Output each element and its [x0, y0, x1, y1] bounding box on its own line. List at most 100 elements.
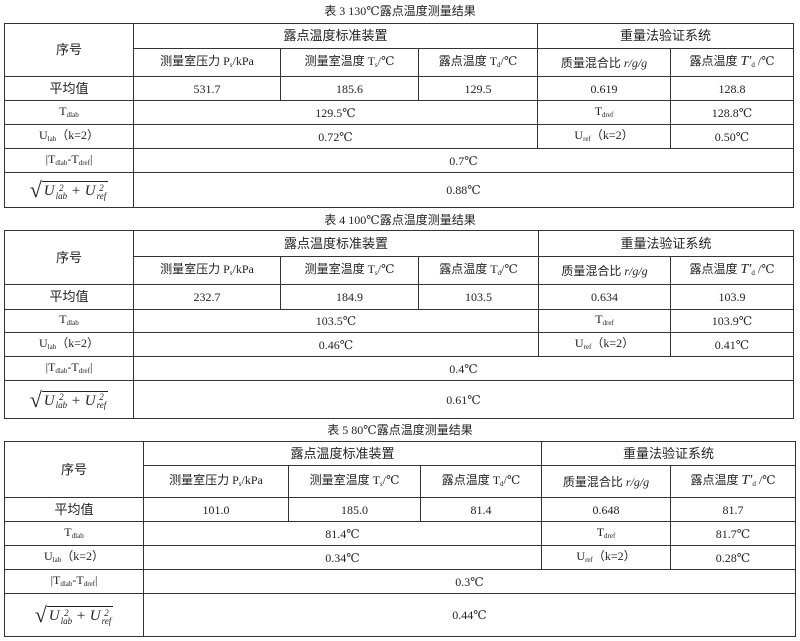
group-header-standard: 露点温度标准装置 [132, 23, 539, 49]
subscript: s [374, 268, 378, 277]
header-text: 测量室温度 T [304, 261, 375, 276]
row-label: 平均值 [54, 501, 94, 517]
results-table: 序号 露点温度标准装置 重量法验证系统 测量室压力 Ps/kPa 测量室温度 Ts/℃… [4, 23, 795, 208]
radical-sign: √ [29, 386, 42, 412]
ulab-label: Ulab（k=2） [4, 124, 134, 149]
col-header-pressure: 测量室压力 Ps/kPa [143, 465, 289, 498]
tdlab-value: 103.5℃ [132, 309, 540, 333]
col-header-dew-point: 露点温度 Td/℃ [419, 465, 543, 498]
cell-value: 129.5℃ [315, 105, 356, 120]
dew-symbol: T′ [740, 53, 752, 69]
avg-value: 531.7 [133, 76, 281, 101]
label: | [90, 359, 93, 374]
avg-value: 129.5 [417, 76, 539, 101]
avg-label: 平均值 [4, 497, 144, 522]
col-header-ref-dew-point: 露点温度 T′d /℃ [670, 256, 795, 285]
label: T [596, 524, 605, 539]
label: U [38, 127, 48, 142]
uref-value: 0.28℃ [670, 545, 797, 570]
label: （k=2） [56, 127, 99, 142]
subscript: ref [585, 555, 593, 564]
group-header-standard: 露点温度标准装置 [142, 441, 543, 466]
label: -T [67, 359, 79, 374]
subscript: dlab [55, 366, 68, 375]
col-header-dew-point: 露点温度 Td/℃ [417, 48, 539, 77]
uref-label: Uref（k=2） [537, 124, 672, 149]
header-unit: /℃ [503, 472, 521, 487]
label: U [576, 548, 586, 563]
cell-value: 81.7 [722, 502, 744, 517]
cell-value: 0.72℃ [318, 129, 353, 144]
cell-value: 81.4 [470, 502, 492, 517]
plus: + [75, 608, 87, 624]
subscript: d [751, 60, 755, 69]
cell-value: 0.3℃ [455, 574, 484, 589]
cell-value: 103.9 [718, 290, 746, 304]
row-label: 序号 [60, 461, 87, 477]
col-header-dew-point: 露点温度 Td/℃ [417, 256, 540, 285]
u-symbol: U [43, 392, 55, 409]
combined-value: 0.88℃ [132, 172, 795, 208]
sub-ref: ref [96, 400, 107, 411]
subscript: lab [52, 555, 62, 564]
table-caption: 表 4 100℃露点温度测量结果 [324, 213, 476, 227]
subscript: dlab [60, 579, 73, 588]
uref-value: 0.50℃ [670, 124, 795, 149]
radical-sign: √ [34, 602, 47, 627]
power: 2 [99, 182, 104, 193]
diff-value: 0.3℃ [142, 569, 797, 594]
tdref-label: Tdref [538, 309, 672, 333]
cell-value: 81.7℃ [715, 526, 751, 541]
label: | [90, 151, 93, 166]
col-header-mixing-ratio: 质量混合比 r/g/g [538, 256, 672, 285]
cell-value: 0.4℃ [449, 361, 478, 376]
group-label: 露点温度标准装置 [290, 445, 395, 461]
subscript: dref [602, 110, 614, 119]
cell-value: 0.34℃ [325, 550, 360, 565]
combined-label: √ U 2 lab + U 2 ref [4, 172, 134, 208]
group-label: 露点温度标准装置 [284, 235, 389, 251]
label: （k=2） [56, 335, 99, 350]
power: 2 [59, 392, 64, 403]
label: T [59, 103, 67, 118]
combined-label: √ U 2 lab + U 2 ref [4, 380, 134, 419]
avg-value: 184.9 [280, 284, 419, 310]
label: T [59, 312, 67, 326]
subscript: dlab [71, 531, 84, 540]
cell-value: 128.8℃ [711, 105, 753, 120]
header-text: 露点温度 [689, 261, 741, 276]
group-header-reference: 重量法验证系统 [538, 230, 795, 257]
subscript: d [497, 268, 502, 277]
cell-value: 81.4℃ [325, 526, 360, 541]
header-text: 测量室压力 P [160, 261, 230, 276]
label: T [594, 103, 603, 118]
combined-uncertainty-formula: √ U 2 lab + U 2 ref [29, 386, 109, 412]
group-label: 露点温度标准装置 [283, 28, 388, 43]
label: |T [45, 151, 56, 166]
col-header-chamber-temp: 测量室温度 Ts/℃ [288, 465, 421, 498]
uref-label: Uref（k=2） [538, 332, 672, 357]
header-unit: /kPa [241, 472, 263, 487]
uref-label: Uref（k=2） [541, 545, 672, 570]
cell-value: 103.5 [465, 290, 492, 304]
header-text: 质量混合比 [560, 55, 624, 70]
header-text: 露点温度 T [441, 472, 501, 487]
results-table: 序号 露点温度标准装置 重量法验证系统 测量室压力 Ps/kPa 测量室温度 Ts/℃… [4, 441, 797, 637]
cell-value: 0.28℃ [715, 550, 751, 565]
header-text: 测量室压力 P [169, 472, 239, 487]
cell-value: 0.648 [592, 502, 620, 517]
cell-value: 184.9 [336, 290, 363, 304]
header-unit: r/g/g [623, 55, 648, 70]
header-text: 露点温度 [690, 472, 742, 487]
col-header-chamber-temp: 测量室温度 Ts/℃ [280, 48, 419, 77]
cell-value: 185.0 [341, 502, 368, 517]
subscript: dref [602, 319, 614, 327]
u-symbol: U [84, 392, 96, 409]
col-header-pressure: 测量室压力 Ps/kPa [133, 256, 281, 285]
diff-label: |Tdlab-Tdref| [4, 148, 134, 173]
avg-label: 平均值 [4, 284, 134, 310]
subscript: dref [604, 531, 616, 540]
col-header-mixing-ratio: 质量混合比 r/g/g [541, 465, 672, 498]
cell-value: 0.619 [590, 81, 618, 96]
sub-lab: lab [60, 615, 73, 626]
